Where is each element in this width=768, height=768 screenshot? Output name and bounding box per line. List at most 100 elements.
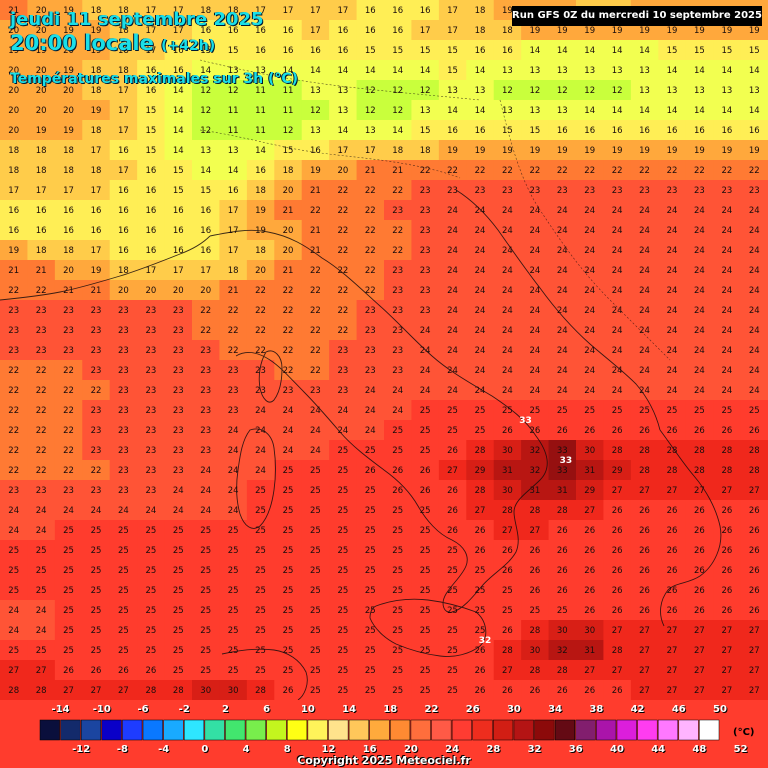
grid-value: 27 [667, 626, 678, 636]
grid-value: 27 [63, 686, 74, 696]
temperature-cell [219, 100, 248, 121]
grid-value: 28 [694, 466, 705, 476]
temperature-cell [164, 360, 193, 381]
temperature-cell [713, 180, 742, 201]
grid-value: 26 [475, 546, 486, 556]
grid-value: 22 [365, 246, 376, 256]
coastline-sardinia [236, 428, 276, 529]
grid-value: 24 [310, 426, 321, 436]
grid-value: 15 [145, 106, 156, 116]
temperature-cell [82, 320, 111, 341]
temperature-cell [192, 580, 221, 601]
forecast-date: jeudi 11 septembre 2025 [10, 9, 264, 30]
grid-value: 27 [721, 626, 732, 636]
temperature-cell [246, 440, 275, 461]
grid-value: 24 [639, 226, 650, 236]
legend-swatch [554, 719, 576, 741]
grid-value: 17 [228, 246, 239, 256]
temperature-cell [630, 480, 659, 501]
temperature-cell [493, 220, 522, 241]
grid-value: 23 [255, 386, 266, 396]
border-central-europe [199, 59, 481, 101]
temperature-cell [137, 140, 166, 161]
temperature-cell [54, 360, 83, 381]
temperature-cell [54, 120, 83, 141]
temperature-cell [54, 660, 83, 681]
grid-value: 24 [255, 446, 266, 456]
grid-value: 16 [612, 126, 623, 136]
temperature-cell [109, 360, 138, 381]
temperature-cell [109, 220, 138, 241]
legend-swatch [616, 719, 637, 741]
temperature-cell [137, 180, 166, 201]
grid-value: 16 [228, 26, 239, 36]
temperature-cell [384, 180, 413, 201]
grid-value: 24 [36, 626, 47, 636]
temperature-cell [246, 620, 275, 641]
temperature-cell [54, 40, 83, 61]
temperature-cell [548, 60, 577, 81]
grid-value: 26 [557, 586, 568, 596]
grid-value: 11 [283, 86, 294, 96]
grid-value: 26 [721, 426, 732, 436]
grid-value: 19 [502, 146, 513, 156]
grid-value: 25 [63, 566, 74, 576]
grid-value: 25 [337, 666, 348, 676]
grid-value: 24 [749, 206, 760, 216]
temperature-cell [219, 60, 248, 81]
grid-value: 24 [447, 386, 458, 396]
grid-value: 23 [420, 246, 431, 256]
grid-value: 13 [337, 86, 348, 96]
temperature-cell [438, 80, 467, 101]
temperature-cell [27, 400, 56, 421]
grid-value: 12 [310, 106, 321, 116]
temperature-cell [466, 300, 495, 321]
temperature-cell [438, 140, 467, 161]
temperature-cell [219, 400, 248, 421]
temperature-cell [274, 460, 303, 481]
temperature-cell [109, 0, 138, 21]
grid-value: 15 [145, 146, 156, 156]
temperature-cell [548, 360, 577, 381]
grid-value: 14 [337, 66, 348, 76]
grid-value: 12 [283, 126, 294, 136]
grid-value: 23 [173, 346, 184, 356]
grid-value: 22 [475, 166, 486, 176]
grid-value: 23 [8, 326, 19, 336]
temperature-cell [603, 500, 632, 521]
grid-value: 26 [557, 566, 568, 576]
temperature-cell [713, 560, 742, 581]
temperature-cell [192, 480, 221, 501]
grid-value: 22 [310, 286, 321, 296]
temperature-cell [740, 260, 768, 281]
temperature-cell [658, 120, 687, 141]
temperature-cell [192, 560, 221, 581]
temperature-cell [548, 300, 577, 321]
grid-value: 13 [228, 66, 239, 76]
temperature-cell [329, 60, 358, 81]
temperature-cell [713, 420, 742, 441]
grid-value: 12 [365, 106, 376, 116]
temperature-cell [54, 180, 83, 201]
temperature-cell [713, 340, 742, 361]
temperature-cell [219, 300, 248, 321]
temperature-cell [329, 120, 358, 141]
grid-value: 23 [36, 486, 47, 496]
grid-value: 24 [612, 226, 623, 236]
temperature-cell [713, 440, 742, 461]
temperature-cell [82, 40, 111, 61]
temperature-cell [548, 340, 577, 361]
grid-value: 13 [639, 66, 650, 76]
grid-value: 16 [118, 146, 129, 156]
legend-swatch [575, 719, 596, 741]
grid-value: 25 [420, 546, 431, 556]
temperature-cell [630, 540, 659, 561]
grid-value: 27 [36, 666, 47, 676]
temperature-cell [521, 620, 550, 641]
temperature-cell [356, 20, 385, 41]
temperature-cell [740, 80, 768, 101]
temperature-cell [301, 500, 330, 521]
legend-tick: -14 [51, 704, 70, 715]
temperature-cell [384, 420, 413, 441]
